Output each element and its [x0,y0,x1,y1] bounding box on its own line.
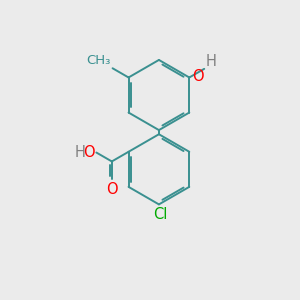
Text: O: O [106,182,118,197]
Text: H: H [206,54,217,69]
Text: O: O [192,70,204,85]
Text: Cl: Cl [153,207,168,222]
Text: CH₃: CH₃ [87,54,111,68]
Text: H: H [75,145,86,160]
Text: O: O [83,145,95,160]
